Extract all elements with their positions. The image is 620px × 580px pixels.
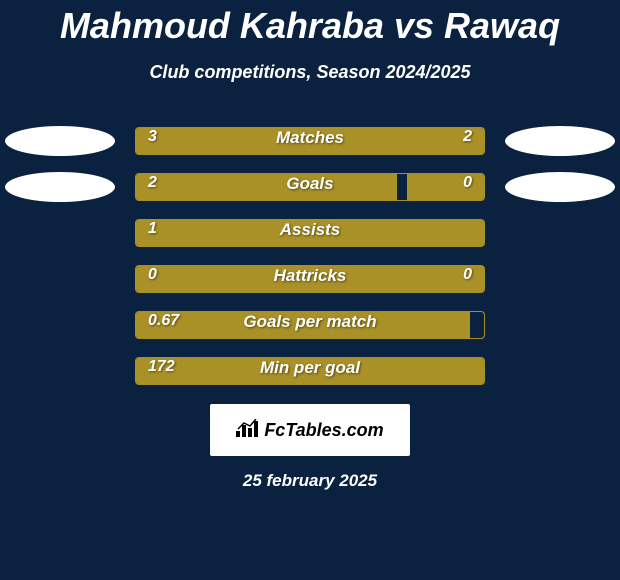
stat-bar: Hattricks 0 0	[135, 265, 485, 293]
stat-bar: Goals per match 0.67	[135, 311, 485, 339]
stat-value-left: 172	[148, 358, 175, 376]
stat-bar: Matches 3 2	[135, 127, 485, 155]
page-title: Mahmoud Kahraba vs Rawaq	[0, 5, 620, 47]
stat-label: Min per goal	[260, 358, 360, 378]
stat-label: Matches	[276, 128, 344, 148]
stat-bar: Min per goal 172	[135, 357, 485, 385]
stat-row: Matches 3 2	[0, 118, 620, 164]
stats-section: Matches32Goals20Assists1Hattricks00Goals…	[0, 118, 620, 394]
stat-label: Assists	[280, 220, 340, 240]
stat-label: Hattricks	[274, 266, 347, 286]
page-subtitle: Club competitions, Season 2024/2025	[0, 62, 620, 83]
footer-brand-text: FcTables.com	[264, 420, 383, 441]
stat-value-left: 0	[148, 266, 157, 284]
bar-fill-right	[407, 174, 484, 200]
stat-bar: Assists 1	[135, 219, 485, 247]
stat-value-right: 0	[463, 174, 472, 192]
stat-bar: Goals 2 0	[135, 173, 485, 201]
stat-label: Goals	[286, 174, 333, 194]
player-right-ellipse	[505, 172, 615, 202]
stat-value-left: 3	[148, 128, 157, 146]
stat-row: Goals 2 0	[0, 164, 620, 210]
stat-label: Goals per match	[243, 312, 376, 332]
player-left-ellipse	[5, 172, 115, 202]
stat-value-right: 2	[463, 128, 472, 146]
stat-row: Hattricks 0 0	[0, 256, 620, 302]
date-text: 25 february 2025	[0, 471, 620, 491]
player-right-ellipse	[505, 126, 615, 156]
bar-fill-left	[136, 174, 397, 200]
stat-row: Min per goal 172	[0, 348, 620, 394]
stat-value-left: 0.67	[148, 312, 179, 330]
stat-value-left: 2	[148, 174, 157, 192]
main-container: Mahmoud Kahraba vs Rawaq Club competitio…	[0, 0, 620, 491]
stat-row: Assists 1	[0, 210, 620, 256]
chart-icon	[236, 419, 258, 442]
stat-value-left: 1	[148, 220, 157, 238]
footer-badge[interactable]: FcTables.com	[210, 404, 410, 456]
stat-value-right: 0	[463, 266, 472, 284]
stat-row: Goals per match 0.67	[0, 302, 620, 348]
player-left-ellipse	[5, 126, 115, 156]
